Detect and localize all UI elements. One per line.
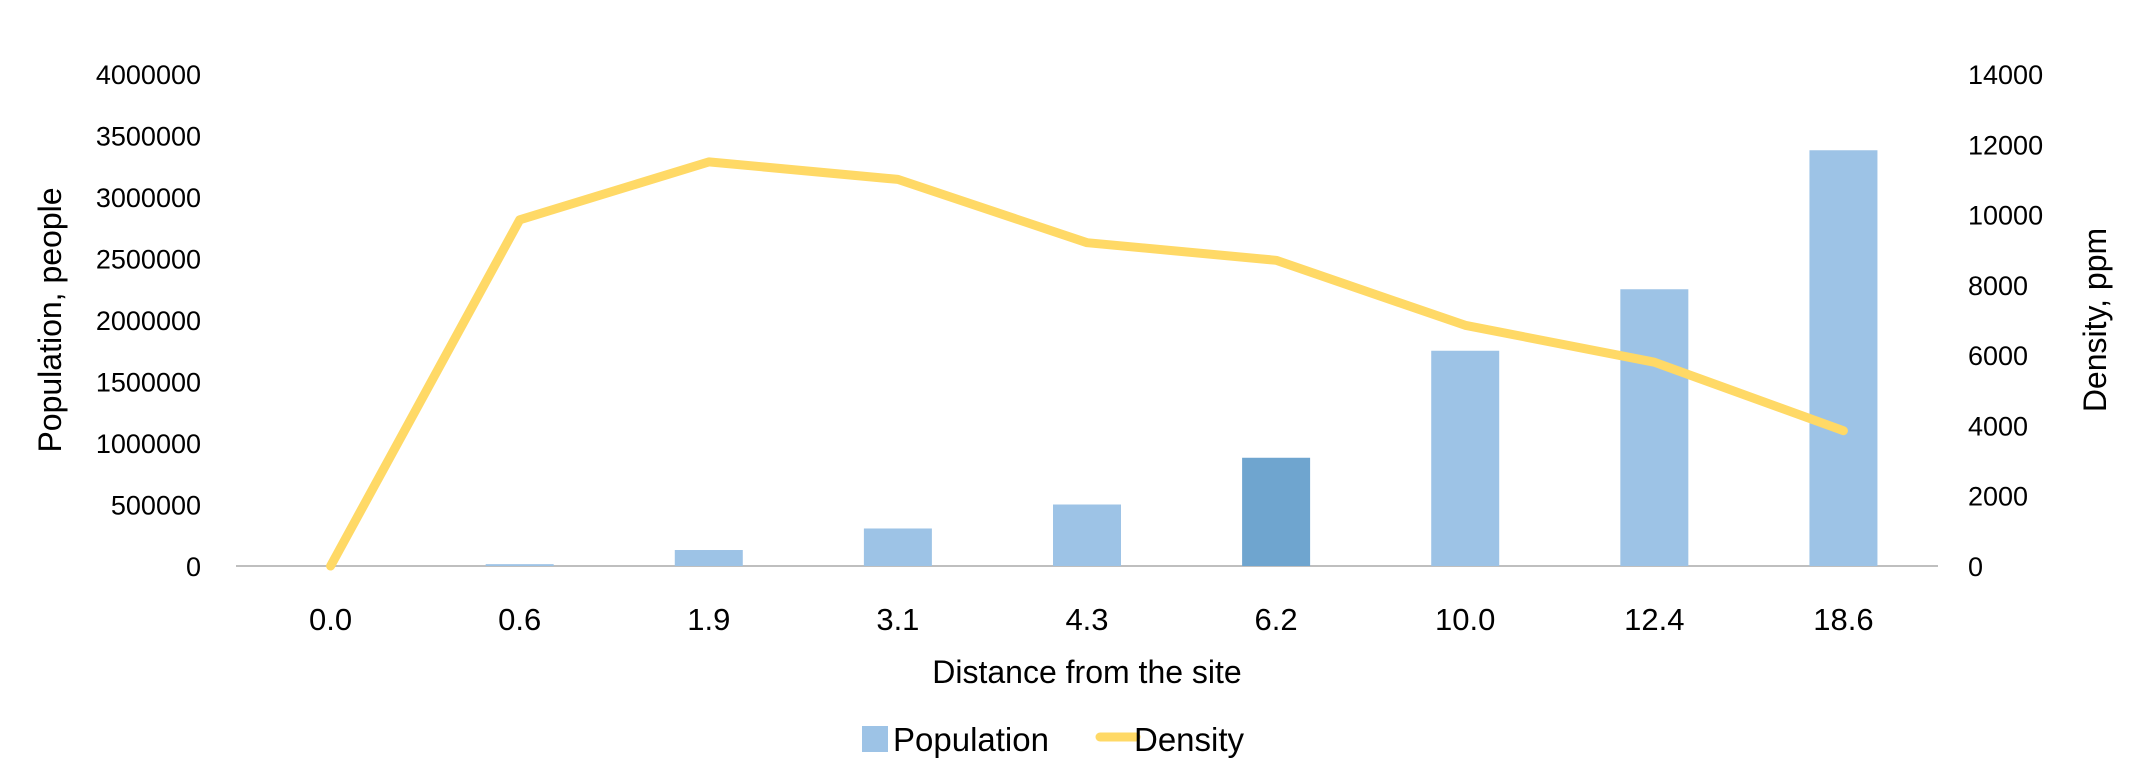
bar-population <box>674 550 743 566</box>
y-right-tick-label: 10000 <box>1968 201 2043 231</box>
legend: Population Density <box>862 721 1245 758</box>
y-right-tick-label: 4000 <box>1968 411 2028 441</box>
y-right-tick-label: 6000 <box>1968 341 2028 371</box>
x-tick-label: 0.6 <box>498 602 541 637</box>
bar-population <box>1809 150 1878 566</box>
y-axis-right: 0 2000 4000 6000 8000 10000 12000 14000 <box>1968 60 2043 582</box>
y-left-tick-label: 4000000 <box>96 60 201 90</box>
y-axis-left-title: Population, people <box>32 187 68 452</box>
y-right-tick-label: 14000 <box>1968 60 2043 90</box>
x-axis: 0.0 0.6 1.9 3.1 4.3 6.2 10.0 12.4 18.6 <box>309 602 1874 637</box>
legend-swatch-population <box>862 726 888 752</box>
y-left-tick-label: 2000000 <box>96 306 201 336</box>
bar-population <box>485 564 554 566</box>
y-right-tick-label: 2000 <box>1968 482 2028 512</box>
bar-population <box>1242 457 1311 566</box>
bar-population <box>1620 289 1689 566</box>
x-tick-label: 3.1 <box>876 602 919 637</box>
y-axis-right-title: Density, ppm <box>2077 228 2113 412</box>
x-tick-label: 1.9 <box>687 602 730 637</box>
y-right-tick-label: 0 <box>1968 552 1983 582</box>
bar-population <box>1431 350 1500 566</box>
y-left-tick-label: 3000000 <box>96 183 201 213</box>
legend-label-population: Population <box>893 721 1049 758</box>
x-tick-label: 0.0 <box>309 602 352 637</box>
y-left-tick-label: 500000 <box>111 491 201 521</box>
y-left-tick-label: 2500000 <box>96 245 201 275</box>
y-left-tick-label: 1000000 <box>96 429 201 459</box>
y-left-tick-label: 1500000 <box>96 368 201 398</box>
population-bars <box>485 150 1878 566</box>
bar-population <box>863 528 932 566</box>
x-tick-label: 18.6 <box>1813 602 1873 637</box>
x-tick-label: 6.2 <box>1255 602 1298 637</box>
x-axis-title: Distance from the site <box>932 654 1241 690</box>
legend-label-density: Density <box>1134 721 1245 758</box>
x-tick-label: 12.4 <box>1624 602 1684 637</box>
y-left-tick-label: 3500000 <box>96 122 201 152</box>
y-left-tick-label: 0 <box>186 552 201 582</box>
bar-population <box>1053 504 1121 566</box>
x-tick-label: 4.3 <box>1065 602 1108 637</box>
y-axis-left: 0 500000 1000000 1500000 2000000 2500000 30000… <box>96 60 201 582</box>
y-right-tick-label: 8000 <box>1968 271 2028 301</box>
x-tick-label: 10.0 <box>1435 602 1495 637</box>
y-right-tick-label: 12000 <box>1968 130 2043 160</box>
density-line <box>326 157 1848 571</box>
